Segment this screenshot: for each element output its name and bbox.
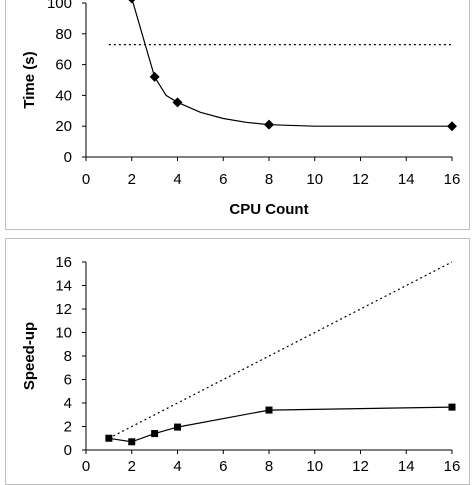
time-chart-y-tick-label: 60 [55, 57, 72, 74]
time-chart-x-tick-label: 16 [444, 171, 461, 188]
speedup-chart-x-tick-label: 2 [128, 458, 136, 474]
time-chart-diamond-marker [149, 71, 160, 82]
time-chart-series-line [131, 0, 452, 127]
time-chart-diamond-marker [447, 121, 457, 132]
speedup-chart-x-tick-label: 12 [352, 458, 369, 474]
time-chart-x-tick-label: 8 [265, 171, 273, 188]
speedup-chart-y-tick-label: 16 [55, 254, 72, 271]
time-chart-x-tick-label: 2 [128, 171, 136, 188]
time-chart-diamond-marker [264, 119, 274, 130]
time-chart-x-tick-label: 6 [219, 171, 227, 188]
speedup-chart-y-tick-label: 2 [64, 419, 72, 436]
speedup-chart: 0 2 4 6 8 10 12 14 16 0 2 4 6 8 10 12 14 16 Speed-up [21, 254, 460, 474]
speedup-chart-y-tick-label: 6 [64, 372, 72, 389]
speedup-chart-y-tick-label: 4 [64, 395, 72, 412]
time-chart-x-axis-title: CPU Count [229, 201, 308, 218]
speedup-chart-y-axis-title: Speed-up [21, 322, 38, 390]
speedup-chart-x-tick-label: 8 [265, 458, 273, 474]
speedup-chart-square-marker [151, 430, 159, 438]
time-chart-y-tick-label: 100 [47, 0, 72, 12]
top-chart-frame [5, 0, 470, 230]
time-chart-diamond-marker [128, 0, 136, 4]
bottom-chart-frame [5, 238, 470, 485]
time-chart-x-tick-label: 10 [306, 171, 323, 188]
speedup-chart-x-tick-label: 0 [82, 458, 90, 474]
speedup-chart-y-tick-label: 0 [64, 442, 72, 459]
time-chart-x-tick-label: 4 [173, 171, 181, 188]
speedup-chart-square-marker [265, 406, 273, 414]
time-chart-y-tick-label: 80 [55, 26, 72, 43]
speedup-chart-x-tick-label: 14 [398, 458, 415, 474]
time-chart-y-tick-label: 40 [55, 87, 72, 104]
speedup-chart-series-line [108, 406, 453, 443]
speedup-chart-y-tick-label: 12 [55, 301, 72, 318]
speedup-chart-x-tick-label: 10 [306, 458, 323, 474]
speedup-chart-square-marker [128, 438, 136, 446]
speedup-chart-x-tick-label: 4 [173, 458, 181, 474]
time-chart-y-tick-label: 0 [64, 149, 72, 166]
time-chart-diamond-marker [172, 97, 183, 108]
speedup-chart-x-tick-label: 6 [219, 458, 227, 474]
time-chart-x-tick-label: 14 [398, 171, 415, 188]
speedup-chart-x-tick-label: 16 [444, 458, 461, 474]
speedup-chart-y-tick-label: 8 [64, 348, 72, 365]
time-chart-x-tick-label: 12 [352, 171, 369, 188]
time-chart-x-tick-label: 0 [82, 171, 90, 188]
speedup-chart-square-marker [448, 403, 456, 411]
time-chart-y-tick-label: 20 [55, 118, 72, 135]
time-chart-y-axis-title: Time (s) [21, 51, 38, 108]
speedup-chart-y-tick-label: 14 [55, 278, 72, 295]
speedup-chart-square-marker [174, 423, 181, 431]
speedup-chart-y-tick-label: 10 [55, 325, 72, 342]
speedup-chart-reference-line [108, 261, 453, 439]
time-chart: 0 20 40 60 80 100 0 2 4 6 8 10 12 14 16 CPU Count Time (… [21, 0, 460, 218]
